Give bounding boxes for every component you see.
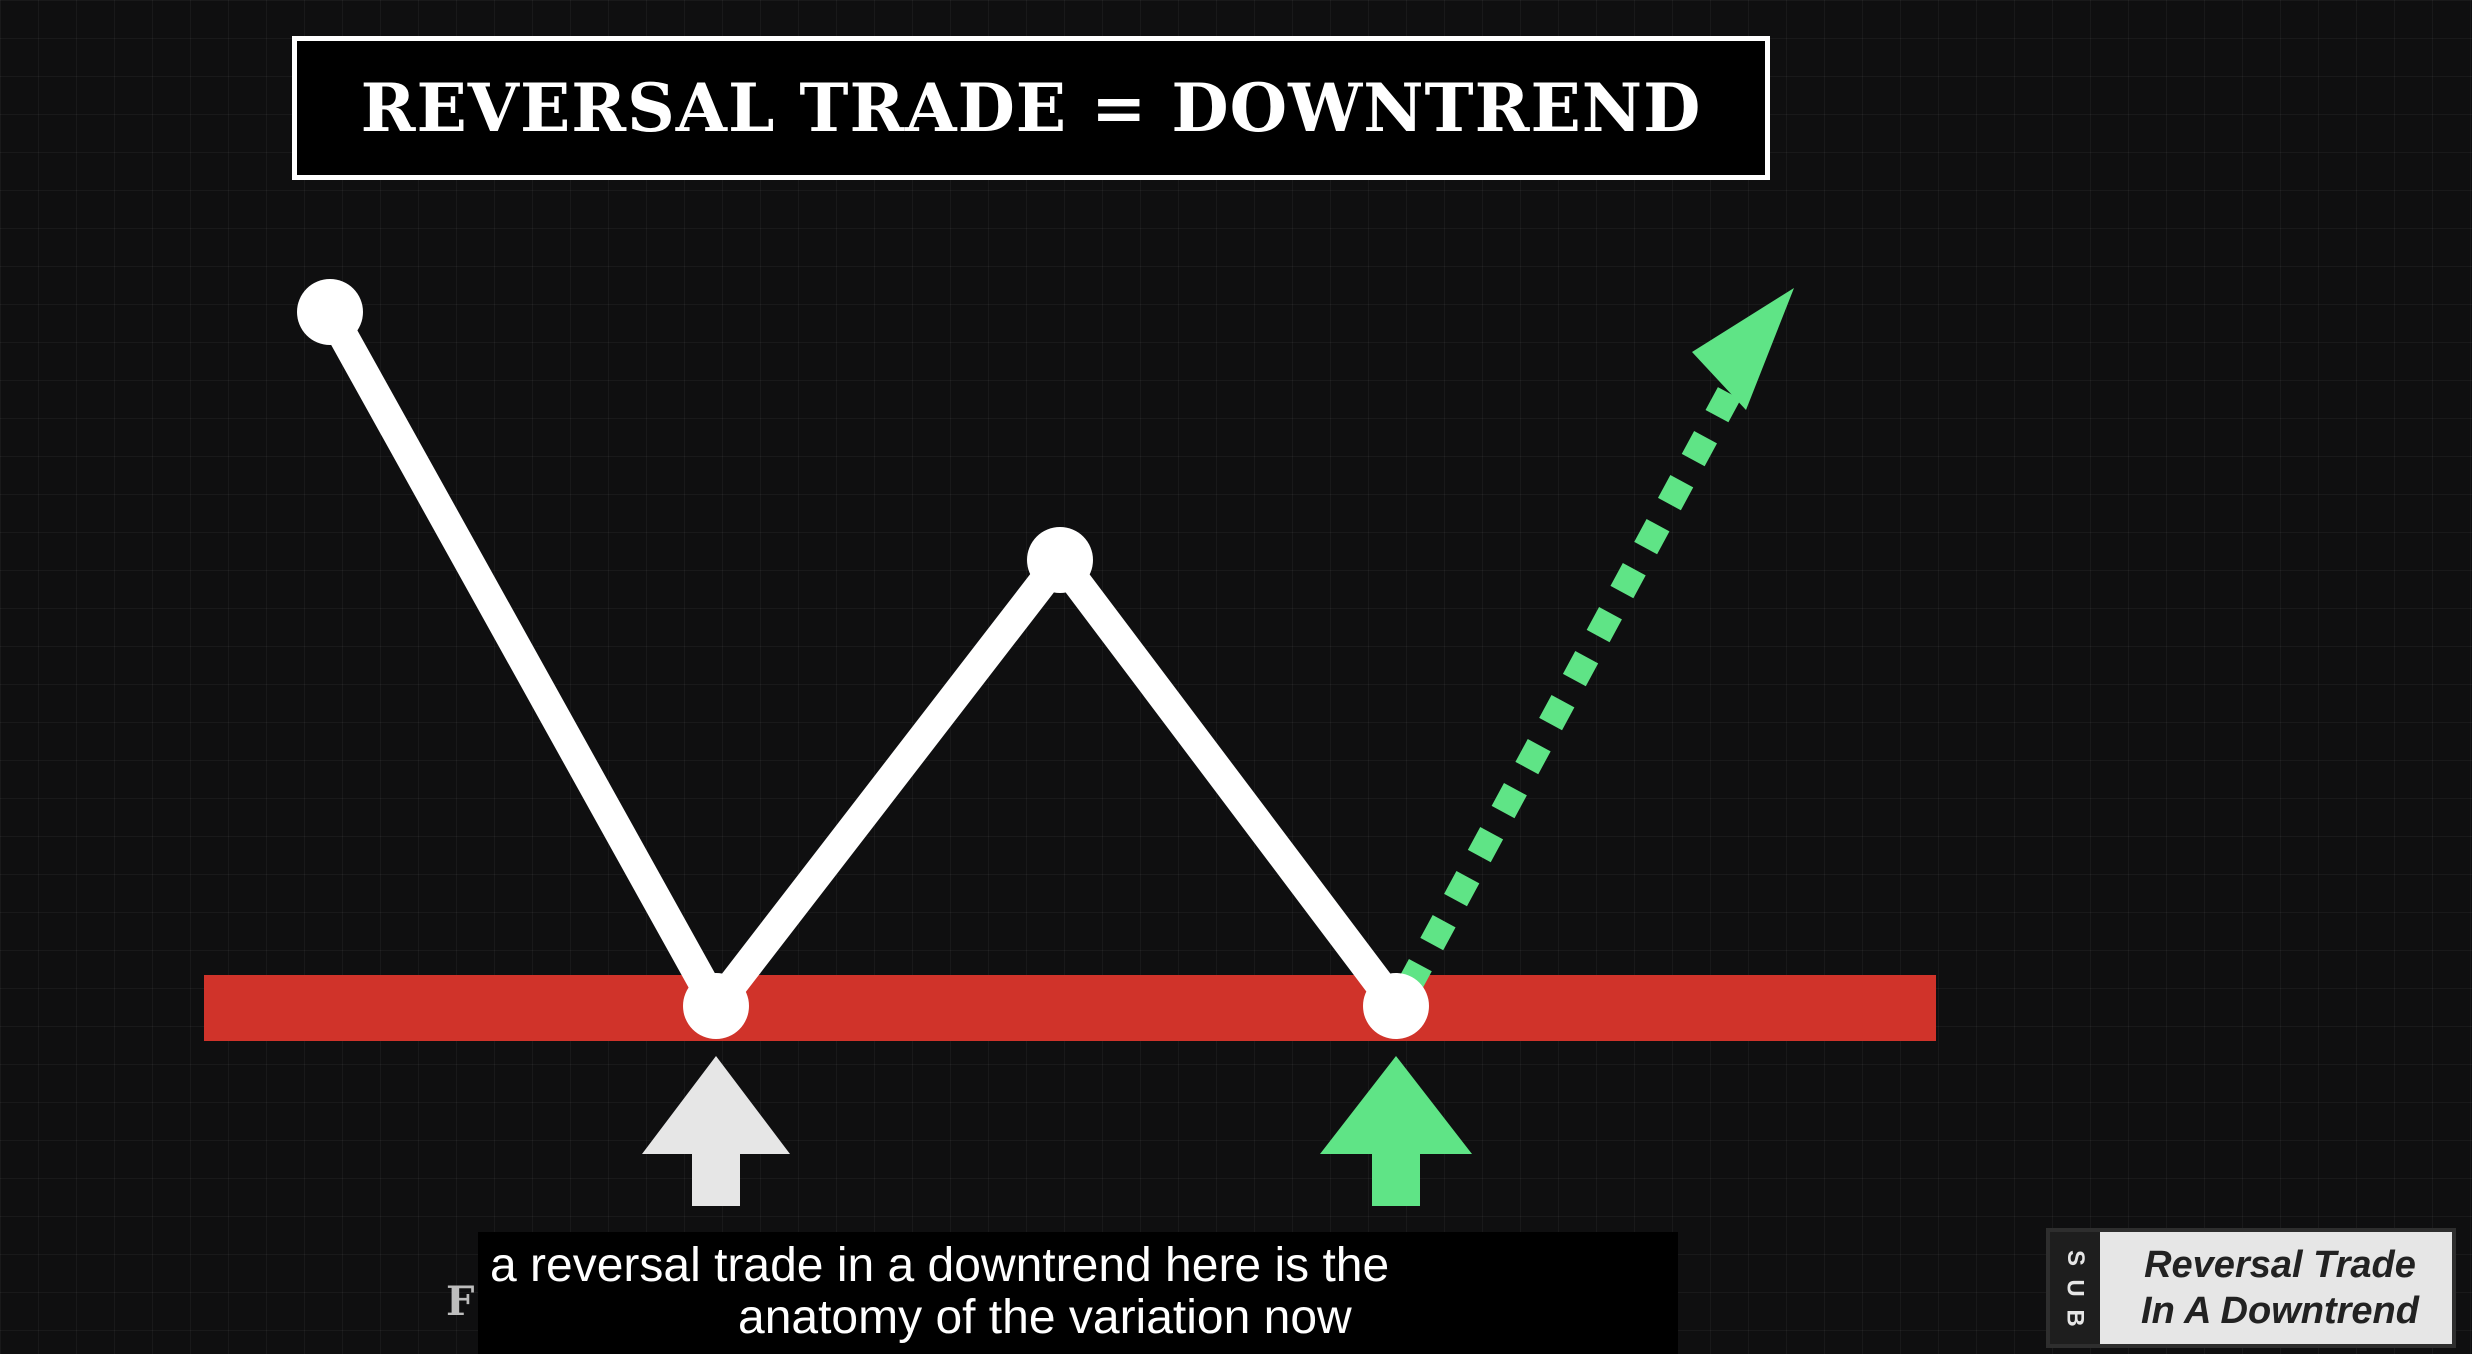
partial-caption-letter: F [446, 1278, 475, 1325]
caption-line-1: a reversal trade in a downtrend here is … [490, 1239, 1390, 1292]
badge-title: Reversal Trade In A Downtrend [2110, 1242, 2450, 1334]
middle-peak-point [1027, 527, 1093, 593]
sub-letter-u: U [2062, 1279, 2089, 1297]
subtitle-caption: a reversal trade in a downtrend here is … [478, 1232, 1678, 1354]
chapter-badge: S U B Reversal Trade In A Downtrend [2046, 1228, 2456, 1348]
entry-up-arrow [1320, 1056, 1472, 1206]
title-text: REVERSAL TRADE = DOWNTREND [360, 69, 1702, 147]
first-bottom-point [683, 973, 749, 1039]
sub-letter-b: B [2062, 1309, 2089, 1327]
first-touch-up-arrow [642, 1056, 790, 1206]
badge-line-2: In A Downtrend [2141, 1290, 2419, 1332]
sub-letter-s: S [2061, 1249, 2089, 1267]
breakout-arrowhead [1692, 288, 1794, 410]
caption-line-2: anatomy of the variation now [738, 1291, 1352, 1344]
support-zone-bar [204, 975, 1936, 1041]
title-banner: REVERSAL TRADE = DOWNTREND [292, 36, 1770, 180]
swing-high-start-point [297, 279, 363, 345]
sub-logo: S U B [2050, 1232, 2100, 1344]
badge-line-1: Reversal Trade [2144, 1244, 2416, 1286]
price-path-line [315, 297, 1411, 1021]
breakout-dotted-line [1396, 385, 1742, 995]
second-bottom-point [1363, 973, 1429, 1039]
